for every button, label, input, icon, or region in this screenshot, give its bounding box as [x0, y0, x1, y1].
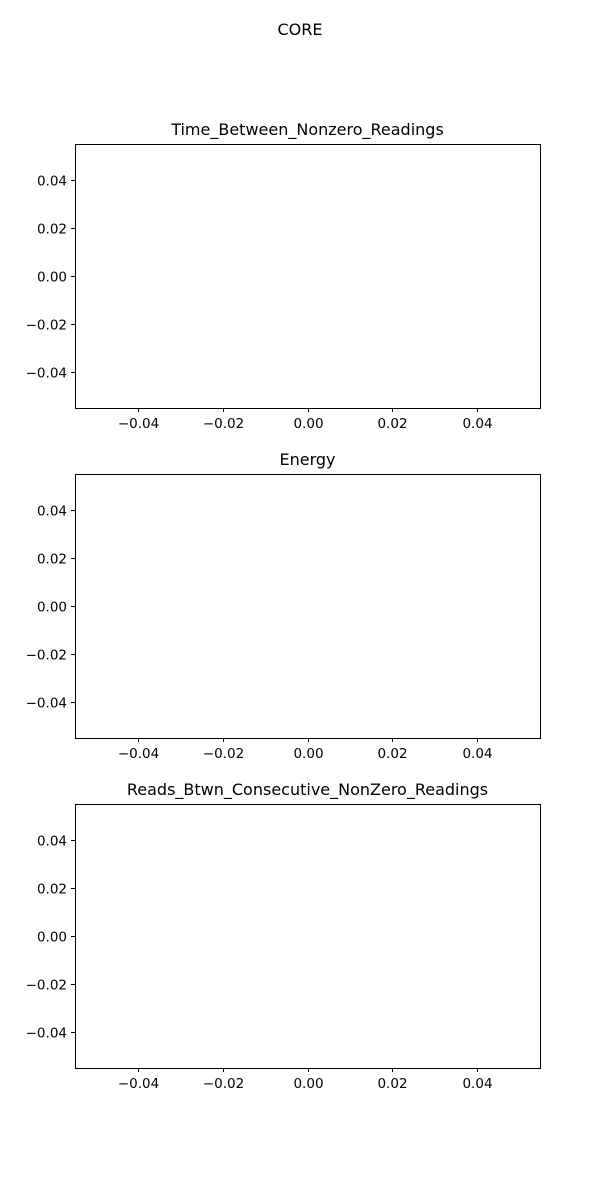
x-tick-label: 0.04	[462, 746, 492, 762]
x-tick-label: 0.04	[462, 1076, 492, 1092]
x-tick-label: 0.02	[377, 746, 407, 762]
x-tick-label: −0.04	[118, 416, 159, 432]
axes-frame	[75, 144, 541, 409]
subplot-3: −0.04 −0.02 0.00 0.02 0.04 0.04 0.02 0.00 −0.02 −…	[26, 804, 541, 1092]
y-tick-label: 0.04	[37, 504, 67, 520]
y-tick-label: 0.02	[37, 222, 67, 238]
axes-frame	[75, 474, 541, 739]
y-tick-label: 0.00	[37, 600, 67, 616]
x-tick-label: −0.04	[118, 746, 159, 762]
y-tick-label: 0.00	[37, 270, 67, 286]
x-tick-label: 0.02	[377, 416, 407, 432]
x-tick-label: 0.00	[293, 416, 323, 432]
y-tick-label: 0.02	[37, 882, 67, 898]
x-tick-label: 0.04	[462, 416, 492, 432]
x-tick-label: 0.02	[377, 1076, 407, 1092]
subplot-1: −0.04 −0.02 0.00 0.02 0.04 0.04 0.02 0.00 −0.02 −…	[26, 144, 541, 432]
subplot-2: −0.04 −0.02 0.00 0.02 0.04 0.04 0.02 0.00 −0.02 −…	[26, 474, 541, 762]
y-tick-label: −0.02	[26, 318, 67, 334]
y-tick-label: −0.04	[26, 696, 67, 712]
y-tick-label: −0.02	[26, 648, 67, 664]
x-tick-label: 0.00	[293, 746, 323, 762]
axes-frame	[75, 804, 541, 1069]
subplot-1-title: Time_Between_Nonzero_Readings	[171, 120, 444, 139]
y-tick-label: 0.04	[37, 174, 67, 190]
x-tick-label: −0.02	[203, 416, 244, 432]
y-tick-label: 0.04	[37, 834, 67, 850]
y-tick-label: −0.04	[26, 1026, 67, 1042]
x-tick-label: −0.02	[203, 746, 244, 762]
x-tick-label: −0.04	[118, 1076, 159, 1092]
y-tick-label: 0.00	[37, 930, 67, 946]
y-tick-label: 0.02	[37, 552, 67, 568]
y-tick-label: −0.02	[26, 978, 67, 994]
subplot-3-title: Reads_Btwn_Consecutive_NonZero_Readings	[126, 780, 489, 799]
y-tick-label: −0.04	[26, 366, 67, 382]
figure-suptitle: CORE	[277, 20, 323, 39]
x-tick-label: 0.00	[293, 1076, 323, 1092]
x-tick-label: −0.02	[203, 1076, 244, 1092]
subplot-2-title: Energy	[279, 450, 336, 469]
